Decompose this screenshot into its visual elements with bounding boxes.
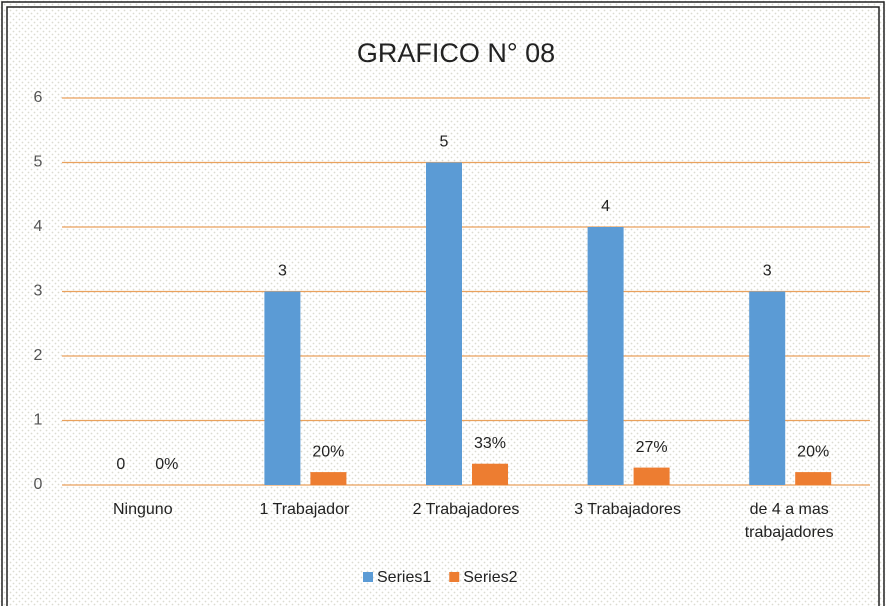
data-label: 0% — [155, 456, 178, 473]
frame-inner — [6, 6, 880, 611]
y-tick-label: 0 — [34, 476, 43, 493]
bar — [426, 162, 462, 485]
legend-swatch — [449, 572, 460, 582]
bar — [264, 291, 301, 485]
x-tick-label: 1 Trabajador — [259, 501, 350, 518]
legend-label: Series2 — [463, 569, 517, 586]
legend-label: Series1 — [377, 569, 431, 586]
bar — [472, 463, 508, 485]
x-tick-label: Ninguno — [113, 501, 173, 518]
y-tick-label: 6 — [34, 89, 43, 106]
x-tick-label: 2 Trabajadores — [413, 501, 520, 518]
data-label: 3 — [278, 263, 287, 280]
bar — [749, 291, 786, 485]
data-label: 33% — [474, 435, 506, 452]
data-label: 0 — [116, 456, 125, 473]
x-tick-label: de 4 a mas trabajadores — [745, 501, 834, 541]
x-tick-label: 3 Trabajadores — [574, 501, 681, 518]
legend-swatch — [363, 572, 373, 582]
bar — [633, 467, 670, 485]
bar — [795, 472, 832, 485]
chart-title: GRAFICO N° 08 — [357, 38, 555, 68]
data-label: 20% — [797, 443, 829, 460]
y-tick-label: 1 — [34, 412, 43, 429]
y-tick-label: 3 — [34, 283, 43, 300]
data-label: 4 — [601, 198, 610, 215]
data-label: 3 — [763, 263, 772, 280]
bar — [310, 472, 347, 485]
data-label: 20% — [312, 443, 344, 460]
y-tick-label: 4 — [34, 218, 43, 235]
data-label: 27% — [636, 439, 668, 456]
bar — [587, 227, 624, 485]
data-label: 5 — [440, 134, 449, 151]
y-tick-label: 2 — [34, 347, 43, 364]
y-tick-label: 5 — [34, 154, 43, 171]
